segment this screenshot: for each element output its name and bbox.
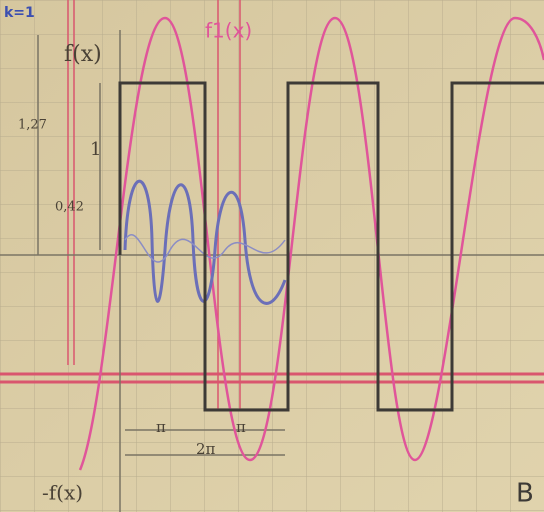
grid <box>0 0 544 512</box>
neg-f-label: -f(x) <box>42 481 83 505</box>
f-label: f(x) <box>64 42 102 67</box>
pi-label: π <box>156 418 166 436</box>
small-amp-label: 0,42 <box>55 200 84 215</box>
pi-label: π <box>236 418 246 436</box>
f1-label: f1(x) <box>205 19 252 43</box>
amp-label: 1,27 <box>18 118 47 133</box>
one-label: 1 <box>90 139 101 160</box>
paper-sketch: k=1 f(x) f1(x) 1,27 1 0,42 π π 2π -f(x) … <box>0 0 544 512</box>
k-label: k=1 <box>4 5 35 21</box>
corner-label: B <box>516 479 534 509</box>
two-pi-label: 2π <box>196 440 216 458</box>
